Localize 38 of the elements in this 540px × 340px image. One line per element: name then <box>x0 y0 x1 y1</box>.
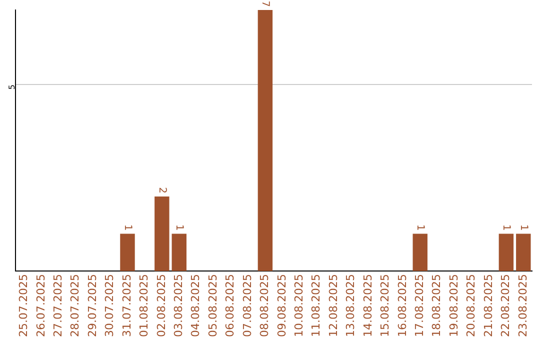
x-tick-label: 25.07.2025 <box>17 274 30 338</box>
x-tick-label: 29.07.2025 <box>86 274 99 338</box>
x-tick-label: 17.08.2025 <box>412 274 426 338</box>
x-tick-label: 06.08.2025 <box>224 274 237 338</box>
x-tick-label: 22.08.2025 <box>499 274 512 338</box>
data-label: 1 <box>518 224 529 231</box>
x-tick-label: 02.08.2025 <box>154 274 168 338</box>
x-tick-label: 16.08.2025 <box>396 274 409 338</box>
data-label: 1 <box>174 224 185 231</box>
data-label: 1 <box>122 224 133 231</box>
x-tick-label: 15.08.2025 <box>378 274 392 338</box>
x-tick-label: 13.08.2025 <box>344 274 358 338</box>
x-tick-label: 09.08.2025 <box>275 274 288 338</box>
x-tick-label: 08.08.2025 <box>258 274 272 338</box>
x-tick-label: 21.08.2025 <box>482 274 495 338</box>
data-label: 1 <box>500 224 512 231</box>
x-tick-label: 12.08.2025 <box>326 274 340 338</box>
x-tick-label: 26.07.2025 <box>34 274 48 338</box>
x-tick-label: 07.08.2025 <box>240 274 254 338</box>
x-tick-label: 01.08.2025 <box>138 274 151 338</box>
x-tick-label: 18.08.2025 <box>430 274 444 338</box>
x-tick-label: 04.08.2025 <box>189 274 202 338</box>
x-tick-label: 10.08.2025 <box>292 274 306 338</box>
x-tick-label: 11.08.2025 <box>310 274 323 338</box>
data-label: 1 <box>414 224 426 231</box>
y-tick-label: 5 <box>8 84 17 90</box>
x-tick-label: 14.08.2025 <box>361 274 374 338</box>
x-tick-label: 03.08.2025 <box>172 274 185 338</box>
data-label: 7 <box>260 0 271 7</box>
x-tick-label: 30.07.2025 <box>103 274 116 338</box>
x-tick-label: 27.07.2025 <box>51 274 64 338</box>
x-tick-label: 05.08.2025 <box>206 274 220 338</box>
data-label: 2 <box>156 187 168 194</box>
x-tick-label: 31.07.2025 <box>120 274 134 338</box>
x-tick-label: 19.08.2025 <box>447 274 460 338</box>
x-tick-label: 23.08.2025 <box>516 274 530 338</box>
x-tick-label: 20.08.2025 <box>464 274 478 338</box>
x-tick-label: 28.07.2025 <box>68 274 82 338</box>
